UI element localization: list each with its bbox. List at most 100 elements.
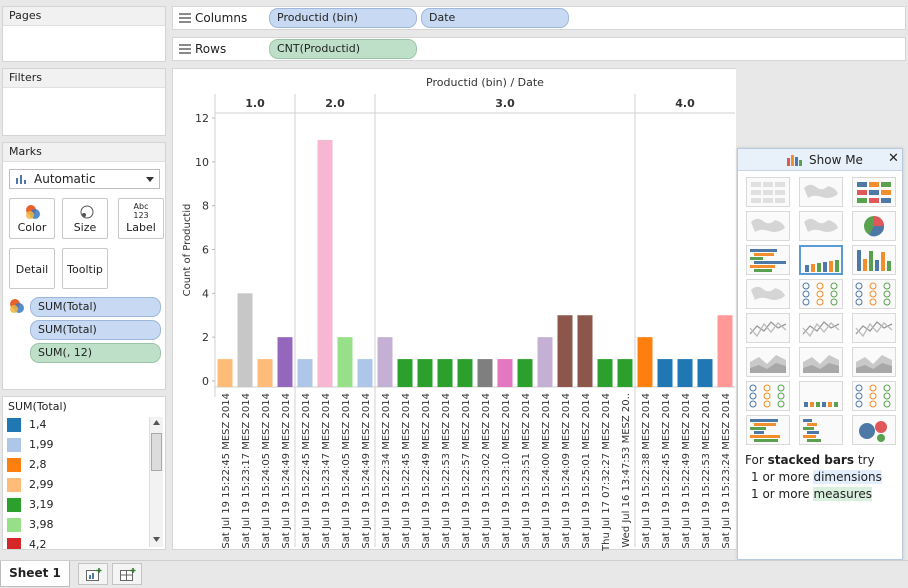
pages-card[interactable]: Pages	[2, 6, 166, 62]
chart-type-lines-discrete[interactable]	[799, 313, 843, 343]
chart-type-treemap[interactable]	[746, 279, 790, 309]
lines-discrete-icon	[802, 321, 840, 338]
columns-shelf-label: Columns	[195, 11, 248, 25]
legend-title: SUM(Total)	[8, 400, 67, 413]
size-button[interactable]: Size	[62, 198, 108, 239]
new-dashboard-icon	[120, 568, 136, 581]
legend-swatch	[7, 518, 21, 532]
hint-dimensions: dimensions	[813, 470, 882, 484]
x-tick-label: Sat Jul 19 15:23:02 MESZ 2014	[481, 393, 492, 549]
chart-type-side-by-side-bars[interactable]	[852, 245, 896, 275]
chart-type-text-table[interactable]	[746, 177, 790, 207]
chart-type-dual-lines[interactable]	[852, 313, 896, 343]
chart-view[interactable]: Productid (bin) / Date Count of Productid…	[172, 68, 736, 552]
area-continuous-icon	[750, 355, 786, 373]
chart-type-packed-bubbles[interactable]	[852, 415, 896, 445]
legend-swatch	[7, 418, 21, 432]
columns-pill[interactable]: Productid (bin)	[269, 8, 417, 28]
hint-chart-name: stacked bars	[767, 453, 854, 467]
chart-type-scatter-plot[interactable]	[746, 381, 790, 411]
x-tick-label: Sat Jul 19 15:24:00 MESZ 2014	[541, 393, 552, 549]
chart-type-area-continuous[interactable]	[746, 347, 790, 377]
group-header-label: 1.0	[245, 97, 265, 110]
chart-type-filled-map[interactable]	[799, 211, 843, 241]
bar	[277, 337, 293, 387]
area-discrete-icon	[803, 355, 839, 373]
chart-type-box-and-whisker[interactable]	[852, 381, 896, 411]
show-me-title: Show Me	[809, 153, 863, 167]
x-tick-label: Sat Jul 19 15:24:05 MESZ 2014	[341, 393, 352, 549]
close-icon[interactable]: ✕	[888, 151, 899, 166]
chart-type-gantt[interactable]	[746, 415, 790, 445]
chart-type-horizontal-bars[interactable]	[746, 245, 790, 275]
size-icon	[80, 205, 94, 219]
tooltip-button[interactable]: Tooltip	[62, 248, 108, 289]
legend-label: 3,19	[29, 498, 54, 511]
side-by-side-bars-icon	[857, 250, 891, 271]
columns-pill[interactable]: Date	[421, 8, 569, 28]
x-tick-label: Sat Jul 19 15:22:45 MESZ 2014	[221, 393, 232, 549]
legend-swatch	[7, 478, 21, 492]
new-dashboard-button[interactable]	[112, 563, 142, 585]
pages-title: Pages	[3, 7, 165, 26]
x-tick-label: Sat Jul 19 15:22:45 MESZ 2014	[401, 393, 412, 549]
chart-type-area-discrete[interactable]	[799, 347, 843, 377]
bar	[617, 359, 633, 387]
label-button[interactable]: Abc 123 Label	[118, 198, 164, 239]
chart-type-lines-continuous[interactable]	[746, 313, 790, 343]
chart-type-stacked-bars[interactable]	[799, 245, 843, 275]
tooltip-label: Tooltip	[67, 263, 103, 276]
scroll-down-icon[interactable]	[153, 537, 160, 542]
rows-pill[interactable]: CNT(Productid)	[269, 39, 417, 59]
packed-bubbles-icon	[859, 421, 887, 442]
label-label: Label	[126, 221, 156, 234]
marks-field-pill[interactable]: SUM(Total)	[30, 320, 161, 340]
x-tick-label: Sat Jul 19 15:24:49 MESZ 2014	[361, 393, 372, 549]
scrollbar-thumb[interactable]	[151, 433, 162, 471]
chart-type-circle-views[interactable]	[799, 279, 843, 309]
new-worksheet-button[interactable]	[78, 563, 108, 585]
legend-swatch	[7, 498, 21, 512]
pie-chart-icon	[864, 216, 885, 237]
chart-type-dual-combination[interactable]	[852, 347, 896, 377]
chart-type-grid	[738, 177, 902, 449]
columns-shelf[interactable]: Columns Productid (bin) Date	[172, 6, 906, 30]
chart-type-pie-chart[interactable]	[852, 211, 896, 241]
hint-count: 1 or more	[751, 470, 810, 484]
y-tick-label: 12	[195, 112, 209, 125]
group-header-label: 4.0	[675, 97, 695, 110]
marks-field-pill[interactable]: SUM(Total)	[30, 297, 161, 317]
heat-map-icon	[804, 184, 838, 198]
tab-sheet-1[interactable]: Sheet 1	[0, 561, 70, 587]
chart-type-heat-map[interactable]	[799, 177, 843, 207]
color-button[interactable]: Color	[9, 198, 55, 239]
mark-type-dropdown[interactable]: Automatic	[9, 169, 160, 189]
chart-type-side-by-side-circles[interactable]	[852, 279, 896, 309]
bar	[437, 359, 453, 387]
bar	[297, 359, 313, 387]
x-tick-label: Sat Jul 19 15:22:49 MESZ 2014	[421, 393, 432, 549]
legend-scrollbar[interactable]	[149, 417, 163, 547]
chart-title: Productid (bin) / Date	[426, 76, 544, 89]
legend-label: 2,8	[29, 458, 47, 471]
chart-type-bullet-graph[interactable]	[799, 415, 843, 445]
filters-card[interactable]: Filters	[2, 68, 166, 136]
x-tick-label: Sat Jul 19 15:22:53 MESZ 2014	[701, 393, 712, 549]
rows-shelf[interactable]: Rows CNT(Productid)	[172, 37, 906, 61]
marks-title: Marks	[3, 143, 165, 162]
x-tick-label: Sat Jul 19 15:22:49 MESZ 2014	[681, 393, 692, 549]
bar	[457, 359, 473, 387]
chart-type-symbol-map[interactable]	[746, 211, 790, 241]
x-tick-label: Sat Jul 19 15:25:01 MESZ 2014	[581, 393, 592, 549]
detail-button[interactable]: Detail	[9, 248, 55, 289]
y-tick-label: 4	[202, 287, 209, 300]
show-me-icon	[787, 155, 802, 166]
chart-type-highlight-table[interactable]	[852, 177, 896, 207]
marks-field-pill[interactable]: SUM(, 12)	[30, 343, 161, 363]
bullet-graph-icon	[803, 419, 821, 442]
x-tick-label: Sat Jul 19 15:22:34 MESZ 2014	[381, 393, 392, 549]
scroll-up-icon[interactable]	[153, 420, 160, 425]
bar	[577, 315, 593, 387]
chart-type-histogram[interactable]	[799, 381, 843, 411]
chevron-down-icon	[146, 177, 154, 182]
